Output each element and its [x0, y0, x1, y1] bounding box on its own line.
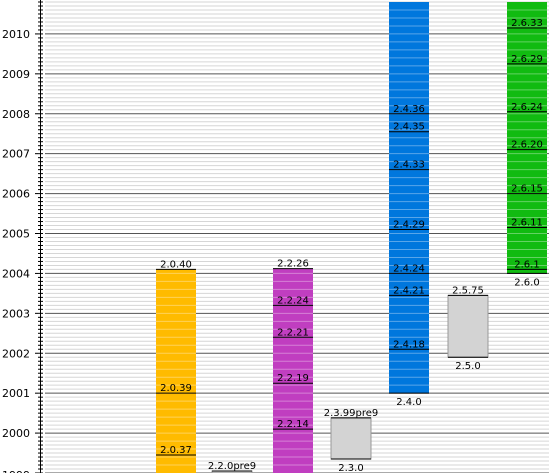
y-tick-label: 2000	[2, 427, 30, 440]
y-axis: 2000 2001 2002 2003 2004 2005 2006 2007 2008 2009…	[2, 0, 43, 473]
y-tick-label: 2004	[2, 267, 30, 280]
release-label: 2.0.39	[160, 383, 192, 394]
release-label: 2.4.29	[393, 220, 425, 231]
release-label: 2.2.21	[277, 327, 309, 338]
release-label: 2.6.33	[511, 18, 543, 29]
y-tick-label: 2002	[2, 347, 30, 360]
y-tick-label: 2010	[2, 28, 30, 41]
release-label: 2.2.0pre9	[208, 461, 256, 472]
y-tick-label: 2003	[2, 307, 30, 320]
release-label: 2.6.29	[511, 54, 543, 65]
version-bar-2.4	[389, 2, 429, 393]
release-label: 2.2.26	[277, 259, 309, 270]
release-label: 2.3.0	[338, 463, 363, 473]
release-label: 2.5.0	[455, 361, 480, 372]
release-label: 2.4.18	[393, 339, 425, 350]
release-label: 2.5.75	[452, 285, 484, 296]
y-tick-label: 2009	[2, 68, 30, 81]
release-label: 2.2.24	[277, 295, 309, 306]
release-label: 2.6.15	[511, 184, 543, 195]
version-bar-2.5	[448, 295, 488, 357]
release-label: 2.6.0	[514, 277, 539, 288]
release-label: 2.4.33	[393, 160, 425, 171]
release-label: 2.4.21	[393, 285, 425, 296]
release-label: 2.6.24	[511, 102, 543, 113]
release-label: 2.6.1	[514, 259, 539, 270]
release-label: 2.2.19	[277, 373, 309, 384]
y-tick-label: 2001	[2, 387, 30, 400]
release-label: 2.0.40	[160, 259, 192, 270]
y-tick-label: 2005	[2, 228, 30, 241]
release-label: 2.4.36	[393, 104, 425, 115]
y-tick-label: 2006	[2, 188, 30, 201]
release-label: 2.2.14	[277, 419, 309, 430]
release-label: 2.3.99pre9	[324, 408, 379, 419]
version-bar-2.0	[156, 269, 196, 473]
version-bar-2.3	[331, 418, 371, 459]
y-tick-label: 2007	[2, 148, 30, 161]
release-label: 2.4.0	[396, 397, 421, 408]
y-tick-label: 1999	[2, 469, 30, 473]
y-tick-label: 2008	[2, 108, 30, 121]
release-label: 2.6.20	[511, 140, 543, 151]
release-label: 2.4.24	[393, 263, 425, 274]
release-label: 2.6.11	[511, 218, 543, 229]
release-label: 2.4.35	[393, 122, 425, 133]
release-label: 2.0.37	[160, 445, 192, 456]
